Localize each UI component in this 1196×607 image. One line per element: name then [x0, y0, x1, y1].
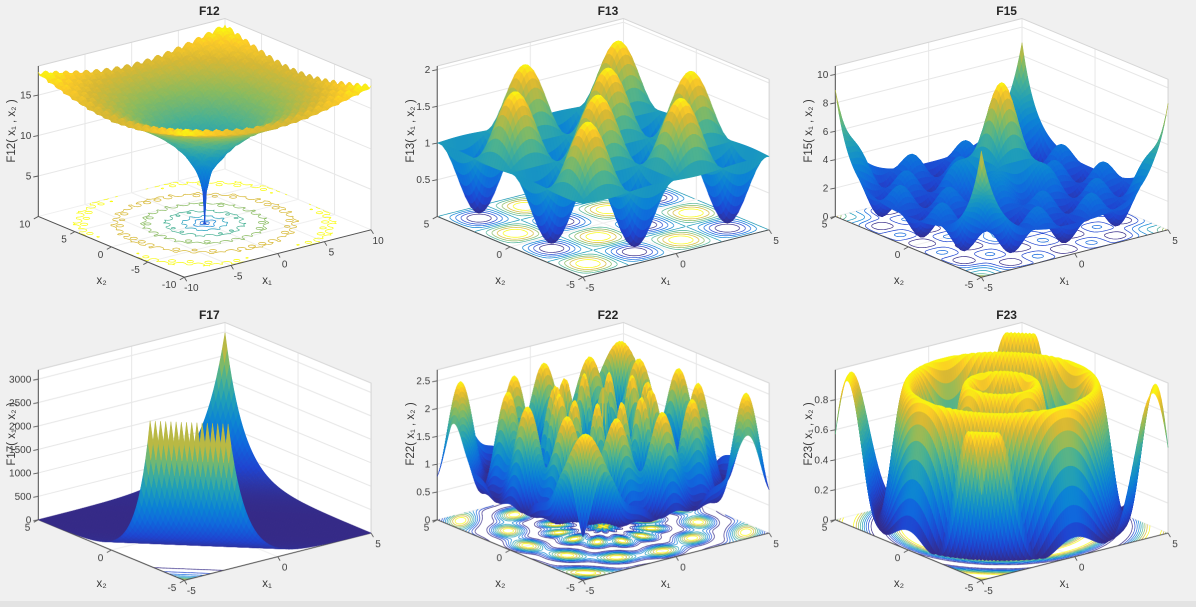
plot-title: F23 — [996, 307, 1017, 322]
surface-plot-f12 — [0, 0, 399, 304]
surface-plot-f17 — [0, 303, 399, 607]
x-axis-label: x₁ — [262, 274, 272, 287]
surface-plot-f13 — [398, 0, 798, 304]
z-axis-label: F17( x₁ , x₂ ) — [6, 402, 18, 466]
y-axis-label: x₂ — [495, 274, 506, 287]
z-axis-label: F23( x₁ , x₂ ) — [803, 402, 816, 466]
x-axis-label: x₁ — [262, 578, 272, 591]
y-axis-label: x₂ — [893, 578, 905, 591]
y-axis-label: x₂ — [893, 274, 905, 287]
z-axis-label: F13( x₁ , x₂ ) — [404, 98, 417, 163]
surface-plot-f22 — [398, 303, 798, 607]
y-axis-label: x₂ — [96, 274, 107, 287]
z-axis-label: F12( x₁ , x₂ ) — [6, 98, 18, 163]
subplot-f15: F15 F15( x₁ , x₂ ) x₂ x₁ — [797, 0, 1196, 304]
subplot-f12: F12 F12( x₁ , x₂ ) x₂ x₁ — [0, 0, 399, 304]
subplot-f13: F13 F13( x₁ , x₂ ) x₂ x₁ — [398, 0, 798, 304]
x-axis-label: x₁ — [1059, 274, 1070, 287]
subplot-f22: F22 F22( x₁ , x₂ ) x₂ x₁ — [398, 303, 798, 607]
subplot-f17: F17 F17( x₁ , x₂ ) x₂ x₁ — [0, 303, 399, 607]
y-axis-label: x₂ — [96, 578, 107, 591]
plot-title: F13 — [597, 4, 619, 18]
plot-title: F15 — [996, 4, 1017, 18]
z-axis-label: F22( x₁ , x₂ ) — [404, 402, 417, 466]
window-edge-strip — [0, 601, 1196, 607]
plot-title: F12 — [198, 4, 220, 18]
subplot-f23: F23 F23( x₁ , x₂ ) x₂ x₁ — [797, 303, 1196, 607]
z-axis-label: F15( x₁ , x₂ ) — [803, 98, 816, 163]
x-axis-label: x₁ — [660, 578, 671, 591]
surface-plot-f15 — [797, 0, 1196, 304]
x-axis-label: x₁ — [1059, 578, 1070, 591]
surface-plot-f23 — [797, 303, 1196, 607]
plot-title: F22 — [597, 307, 619, 322]
plot-title: F17 — [198, 307, 220, 322]
x-axis-label: x₁ — [660, 274, 671, 287]
y-axis-label: x₂ — [495, 578, 506, 591]
